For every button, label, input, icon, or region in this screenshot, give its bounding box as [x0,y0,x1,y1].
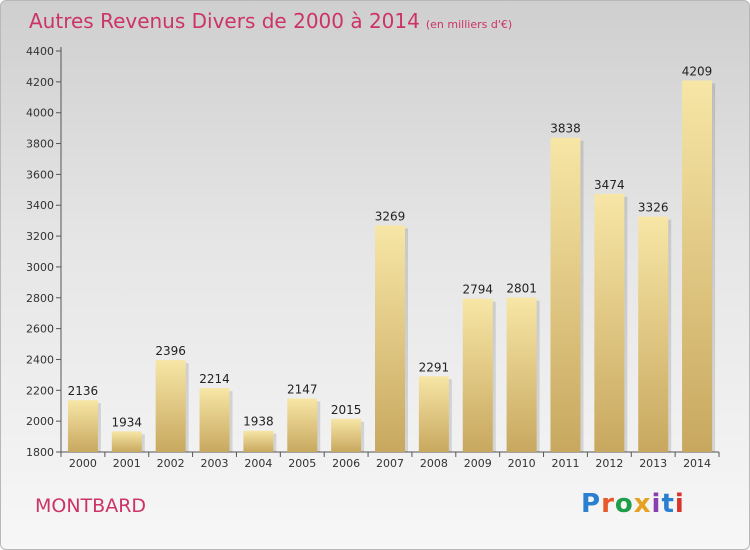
title-unit: (en milliers d'€) [425,18,513,31]
y-tick-label: 3200 [26,230,54,243]
data-label: 2147 [287,382,318,396]
x-tick-label: 2009 [464,457,492,470]
brand-letter: x [633,489,652,519]
bar [682,80,713,453]
data-label: 4209 [682,64,713,78]
bar [462,298,493,452]
data-label: 2801 [506,282,537,296]
x-tick-label: 2008 [420,457,448,470]
brand-letter: o [614,489,634,519]
data-label: 2396 [155,344,186,358]
bar [111,431,142,452]
chart-title: Autres Revenus Divers de 2000 à 2014 (en … [29,9,512,33]
bar [331,418,362,452]
y-tick-label: 2400 [26,353,54,366]
data-label: 2214 [199,372,230,386]
x-tick-label: 2006 [332,457,360,470]
data-label: 3326 [638,201,669,215]
bar [199,388,230,452]
y-tick-label: 3800 [26,138,54,151]
x-tick-label: 2002 [157,457,185,470]
x-tick-label: 2013 [639,457,667,470]
brand-letter: r [601,489,615,519]
y-tick-label: 3400 [26,199,54,212]
bar [375,225,405,452]
data-label: 3838 [550,122,581,136]
x-tick-label: 2004 [244,457,272,470]
y-tick-label: 2200 [26,384,54,397]
y-tick-label: 2800 [26,292,54,305]
x-tick-label: 2007 [376,457,404,470]
y-tick-label: 3600 [26,168,54,181]
data-label: 1938 [243,415,274,429]
data-label: 1934 [112,415,143,429]
data-label: 2015 [331,403,362,417]
data-label: 3269 [375,209,406,223]
brand-letter: i [674,489,685,519]
y-tick-label: 4200 [26,76,54,89]
x-tick-label: 2005 [288,457,316,470]
bar [418,376,449,452]
x-tick-label: 2003 [201,457,229,470]
x-tick-label: 2014 [683,457,711,470]
x-tick-label: 2011 [551,457,579,470]
brand-letter: t [661,489,675,519]
data-label: 2136 [68,384,99,398]
x-tick-label: 2001 [113,457,141,470]
y-tick-label: 1800 [26,446,54,459]
y-tick-label: 4400 [26,45,54,58]
bar [287,398,318,452]
bar [550,137,581,453]
brand-logo: Proxiti [581,489,685,519]
data-label: 2291 [419,360,450,374]
bar [638,216,669,452]
y-tick-label: 2600 [26,323,54,336]
data-label: 3474 [594,178,625,192]
commune-name: MONTBARD [35,495,147,517]
brand-letter: P [581,489,602,519]
data-label: 2794 [462,283,493,297]
x-tick-label: 2000 [69,457,97,470]
y-tick-label: 3000 [26,261,54,274]
bar [67,400,98,452]
bar [243,430,274,452]
bar [506,297,537,452]
bar [594,193,625,452]
y-tick-label: 4000 [26,107,54,120]
brand-letter: i [651,489,662,519]
x-tick-label: 2012 [595,457,623,470]
x-tick-label: 2010 [508,457,536,470]
y-tick-label: 2000 [26,415,54,428]
bar [155,360,186,452]
title-text: Autres Revenus Divers de 2000 à 2014 [29,9,420,33]
